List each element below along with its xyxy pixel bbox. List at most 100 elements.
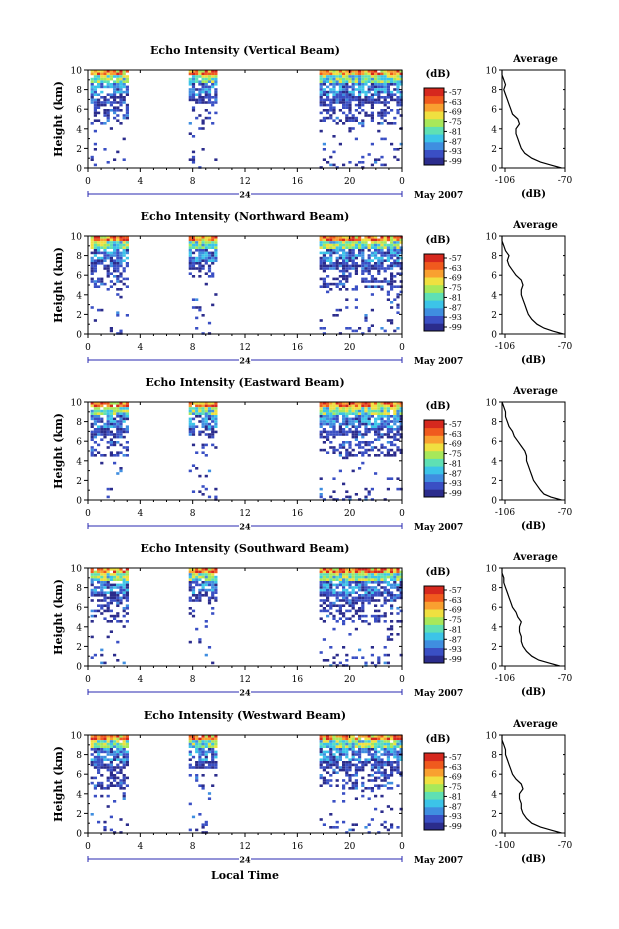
heatmap-cell <box>390 435 394 439</box>
heatmap-cell <box>109 578 113 581</box>
heatmap-cell <box>319 417 323 421</box>
heatmap-cell <box>390 285 394 288</box>
heatmap-cell <box>332 433 336 436</box>
heatmap-cell <box>90 446 94 449</box>
heatmap-cell <box>364 402 368 405</box>
heatmap-cell <box>90 763 94 767</box>
heatmap-cell <box>191 93 196 96</box>
heatmap-cell <box>116 640 120 644</box>
heatmap-cell <box>332 75 336 78</box>
heatmap-cell <box>326 161 330 164</box>
heatmap-cell <box>380 614 384 618</box>
heatmap-cell <box>211 243 215 247</box>
heatmap-cell <box>383 740 387 743</box>
heatmap-cell <box>116 404 120 408</box>
heatmap-cell <box>211 122 215 125</box>
heatmap-cell <box>364 570 368 574</box>
heatmap-cell <box>335 596 339 600</box>
heatmap-cell <box>319 285 323 288</box>
heatmap-cell <box>195 742 199 746</box>
heatmap-cell <box>332 93 336 96</box>
heatmap-cell <box>338 77 342 81</box>
heatmap-cell <box>390 282 394 286</box>
heatmap-cell <box>367 412 371 415</box>
heatmap-cell <box>390 98 394 102</box>
y-tick-label: 10 <box>71 399 83 409</box>
heatmap-cell <box>198 753 202 756</box>
heatmap-cell <box>374 586 378 589</box>
heatmap-cell <box>211 596 215 600</box>
colorbar-tick-label: -63 <box>449 430 462 439</box>
heatmap-cell <box>377 766 381 769</box>
heatmap-cell <box>386 477 390 480</box>
heatmap-cell <box>393 280 397 283</box>
heatmap-cell <box>396 737 400 741</box>
heatmap-cell <box>204 820 208 824</box>
heatmap-cell <box>332 601 336 605</box>
heatmap-cell <box>191 755 196 759</box>
heatmap-cell <box>367 249 371 252</box>
heatmap-cell <box>377 259 381 262</box>
heatmap-cell <box>207 75 212 78</box>
y-tick-label: 8 <box>76 86 82 96</box>
x-tick-label: 12 <box>239 177 250 187</box>
heatmap-cell <box>335 742 339 746</box>
heatmap-cell <box>364 280 368 283</box>
heatmap-cell <box>195 745 199 748</box>
heatmap-cell <box>214 755 218 759</box>
heatmap-cell <box>377 422 381 426</box>
heatmap-cell <box>97 111 101 115</box>
heatmap-cell <box>335 277 339 281</box>
heatmap-cell <box>100 101 104 104</box>
heatmap-cell <box>348 748 352 751</box>
heatmap-cell <box>399 771 403 774</box>
heatmap-cell <box>342 254 346 257</box>
heatmap-cell <box>191 417 196 421</box>
heatmap-cell <box>354 435 358 439</box>
heatmap-cell <box>319 430 323 434</box>
heatmap-cell <box>93 441 97 444</box>
heatmap-cell <box>329 90 333 94</box>
heatmap-cell <box>354 745 358 748</box>
heatmap-cell <box>354 238 358 242</box>
heatmap-cell <box>204 83 208 86</box>
heatmap-cell <box>354 750 358 754</box>
heatmap-cell <box>207 251 212 255</box>
heatmap-cell <box>342 101 346 104</box>
heatmap-cell <box>119 409 123 413</box>
heatmap-cell <box>191 735 196 738</box>
heatmap-cell <box>399 90 403 94</box>
heatmap-cell <box>122 573 126 576</box>
heatmap-cell <box>109 280 113 283</box>
heatmap-cell <box>97 243 101 247</box>
heatmap-cell <box>342 591 346 594</box>
heatmap-frame <box>87 235 403 335</box>
heatmap-cell <box>93 88 97 91</box>
heatmap-cell <box>386 422 390 426</box>
heatmap-cell <box>374 620 378 623</box>
heatmap-cell <box>354 768 358 772</box>
heatmap-cell <box>326 90 330 94</box>
heatmap-cell <box>335 575 339 579</box>
heatmap-cell <box>377 617 381 620</box>
heatmap-cell <box>383 415 387 418</box>
heatmap-cell <box>364 80 368 83</box>
heatmap-cell <box>367 409 371 413</box>
heatmap-cell <box>319 591 323 594</box>
heatmap-cell <box>103 249 107 252</box>
heatmap-cell <box>201 451 205 454</box>
heatmap-cell <box>119 415 123 418</box>
heatmap-cell <box>332 90 336 94</box>
heatmap-cell <box>345 409 349 413</box>
heatmap-cell <box>326 404 330 408</box>
heatmap-cell <box>361 415 365 418</box>
heatmap-cell <box>364 96 368 99</box>
heatmap-cell <box>367 601 371 605</box>
heatmap-cell <box>364 83 368 86</box>
heatmap-cell <box>367 70 371 73</box>
heatmap-cell <box>125 763 129 767</box>
heatmap-cell <box>348 787 352 790</box>
heatmap-cell <box>198 813 202 816</box>
heatmap-cell <box>338 308 342 312</box>
heatmap-cell <box>342 72 346 76</box>
